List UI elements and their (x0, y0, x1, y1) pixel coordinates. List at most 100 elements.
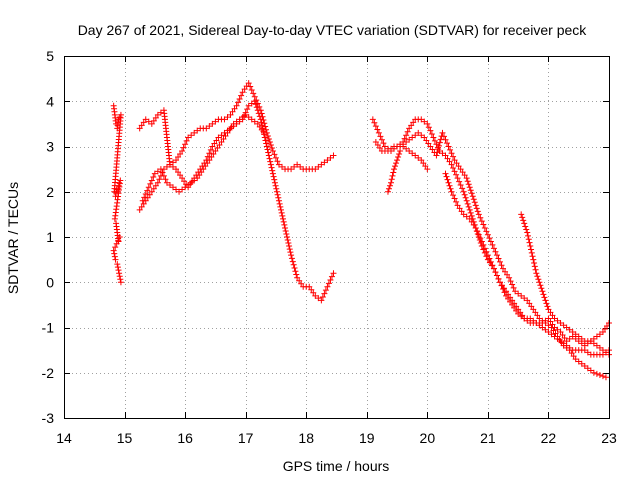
data-point (388, 176, 395, 183)
data-point (481, 224, 488, 231)
data-point (175, 154, 182, 161)
data-point (206, 157, 213, 164)
data-point (173, 157, 180, 164)
y-tick-label: 4 (46, 93, 54, 109)
data-point (385, 185, 392, 192)
data-point (279, 212, 286, 219)
data-point (421, 134, 428, 141)
data-point (242, 111, 249, 118)
data-point (530, 256, 537, 263)
data-point (596, 344, 603, 351)
data-point (318, 297, 325, 304)
data-point (269, 170, 276, 177)
data-point (421, 118, 428, 125)
data-point (157, 109, 164, 116)
data-point (518, 292, 525, 299)
x-tick-label: 17 (238, 430, 254, 446)
data-point (539, 288, 546, 295)
data-point (557, 319, 564, 326)
data-point (566, 326, 573, 333)
data-point (327, 154, 334, 161)
series-pass-f (384, 143, 431, 195)
data-point (283, 230, 290, 237)
data-point (575, 358, 582, 365)
data-point (110, 247, 117, 254)
data-point (266, 155, 273, 162)
data-point (214, 145, 221, 152)
data-point (328, 273, 335, 280)
data-point (112, 244, 119, 251)
data-point (487, 238, 494, 245)
y-tick-label: 2 (46, 184, 54, 200)
data-point (538, 285, 545, 292)
data-point (474, 230, 481, 237)
data-point (211, 140, 218, 147)
data-point (388, 145, 394, 152)
data-point (148, 188, 155, 195)
data-point (549, 312, 556, 319)
data-point (145, 184, 152, 191)
chart-title: Day 267 of 2021, Sidereal Day-to-day VTE… (78, 22, 588, 38)
data-point (256, 123, 263, 130)
data-point (487, 258, 494, 265)
data-point (539, 317, 546, 324)
data-point (267, 141, 274, 148)
data-point (554, 335, 561, 342)
data-point (601, 326, 608, 333)
data-point (396, 151, 403, 158)
data-point (150, 174, 157, 181)
data-point (294, 161, 301, 168)
data-point (444, 176, 451, 183)
data-point (221, 116, 228, 123)
data-point (590, 340, 597, 347)
data-point (475, 231, 482, 238)
data-point (418, 157, 425, 164)
data-point (404, 128, 411, 135)
data-point (536, 315, 543, 322)
data-point (474, 228, 481, 235)
grid-lines (64, 56, 609, 418)
data-point (549, 321, 556, 328)
data-point (533, 270, 540, 277)
data-point (430, 134, 437, 141)
data-point (262, 137, 269, 144)
data-point (490, 265, 497, 272)
data-point (182, 184, 189, 191)
data-point (554, 317, 561, 324)
data-point (495, 255, 502, 262)
series-pass-g (442, 170, 612, 358)
data-point (148, 120, 155, 127)
data-point (444, 140, 451, 147)
data-point (455, 163, 462, 170)
data-point (526, 239, 533, 246)
data-point (572, 356, 579, 363)
data-point (478, 238, 485, 245)
data-point (440, 133, 447, 140)
data-point (274, 191, 281, 198)
data-point (539, 324, 546, 331)
data-point (466, 206, 473, 213)
data-point (179, 148, 186, 155)
data-point (369, 116, 376, 123)
data-point (548, 331, 555, 338)
data-point (519, 312, 526, 319)
data-point (397, 148, 404, 155)
data-point (239, 114, 246, 121)
data-point (210, 151, 217, 158)
data-point (547, 309, 554, 316)
data-point (238, 92, 245, 99)
data-point (401, 135, 408, 142)
x-tick-label: 18 (298, 430, 314, 446)
data-point (469, 193, 476, 200)
data-point (509, 301, 516, 308)
data-point (489, 262, 496, 269)
data-point (185, 181, 192, 188)
data-point (500, 286, 507, 293)
data-point (511, 304, 518, 311)
data-point (551, 333, 558, 340)
data-point (291, 265, 298, 272)
data-point (233, 118, 240, 125)
data-point (286, 243, 293, 250)
data-point (136, 206, 143, 213)
series-pass-c (139, 111, 267, 204)
